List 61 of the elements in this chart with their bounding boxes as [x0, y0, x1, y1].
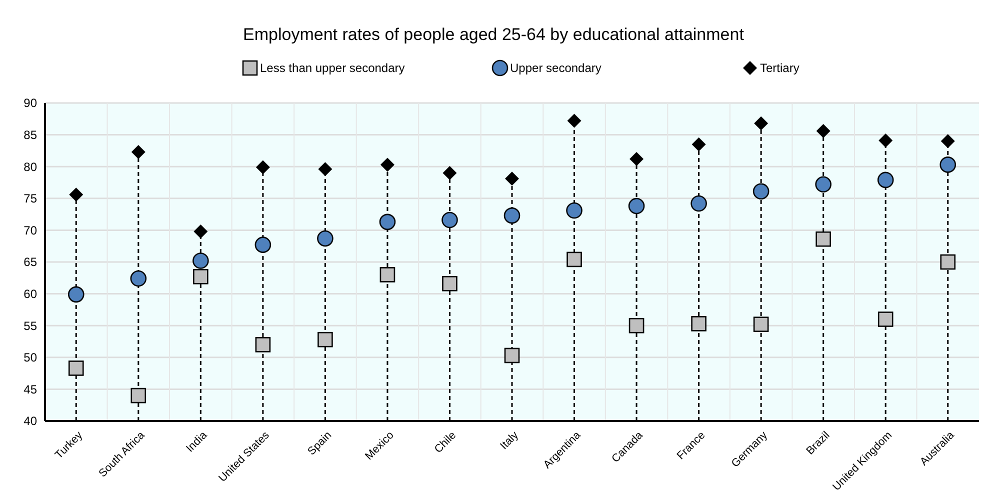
point: [504, 348, 520, 364]
point: [816, 124, 830, 138]
point: [192, 252, 209, 269]
point: [193, 268, 208, 284]
point: [628, 318, 644, 334]
point: [566, 202, 582, 219]
point: [194, 224, 208, 238]
point: [754, 116, 768, 130]
point: [567, 114, 582, 128]
point: [753, 316, 769, 332]
point: [940, 134, 955, 148]
point: [317, 230, 334, 247]
point: [379, 214, 396, 230]
y-tick-label: 50: [24, 350, 38, 365]
point: [566, 252, 582, 268]
point: [691, 316, 706, 332]
x-tick-label: Italy: [498, 429, 522, 452]
point: [130, 270, 147, 287]
chart-title: Employment rates of people aged 25-64 by educational attainment: [243, 25, 744, 44]
point: [878, 312, 894, 327]
point: [877, 172, 894, 188]
y-tick-label: 45: [24, 382, 38, 396]
point: [690, 195, 707, 212]
y-tick-label: 70: [24, 223, 38, 238]
point: [504, 207, 520, 224]
y-tick-label: 80: [24, 160, 38, 174]
point: [630, 152, 644, 166]
y-tick-label: 60: [24, 287, 38, 301]
point: [255, 337, 271, 352]
point: [816, 231, 831, 247]
point: [131, 144, 146, 159]
point: [130, 388, 146, 404]
point: [256, 160, 270, 174]
point: [505, 172, 519, 186]
legend-label: Less than upper secondary: [260, 61, 405, 75]
legend-label: Tertiary: [760, 61, 800, 75]
point: [380, 158, 394, 172]
point: [815, 176, 832, 193]
y-tick-label: 90: [24, 96, 38, 110]
point: [692, 137, 706, 152]
point: [940, 156, 956, 173]
y-tick-label: 65: [24, 255, 38, 270]
point: [318, 332, 333, 348]
point: [752, 183, 770, 200]
y-tick-label: 55: [24, 318, 38, 333]
point: [380, 267, 396, 282]
point: [318, 162, 332, 176]
y-tick-label: 85: [24, 128, 38, 142]
point: [442, 166, 457, 180]
point: [254, 236, 272, 253]
y-tick-label: 75: [24, 192, 38, 206]
point: [68, 286, 84, 303]
point: [878, 134, 893, 148]
point: [442, 276, 458, 292]
point: [940, 254, 956, 270]
point: [442, 212, 458, 228]
y-tick-label: 40: [24, 414, 38, 428]
point: [68, 360, 84, 376]
legend-label: Upper secondary: [510, 61, 602, 75]
point: [69, 188, 84, 202]
point: [628, 198, 645, 214]
